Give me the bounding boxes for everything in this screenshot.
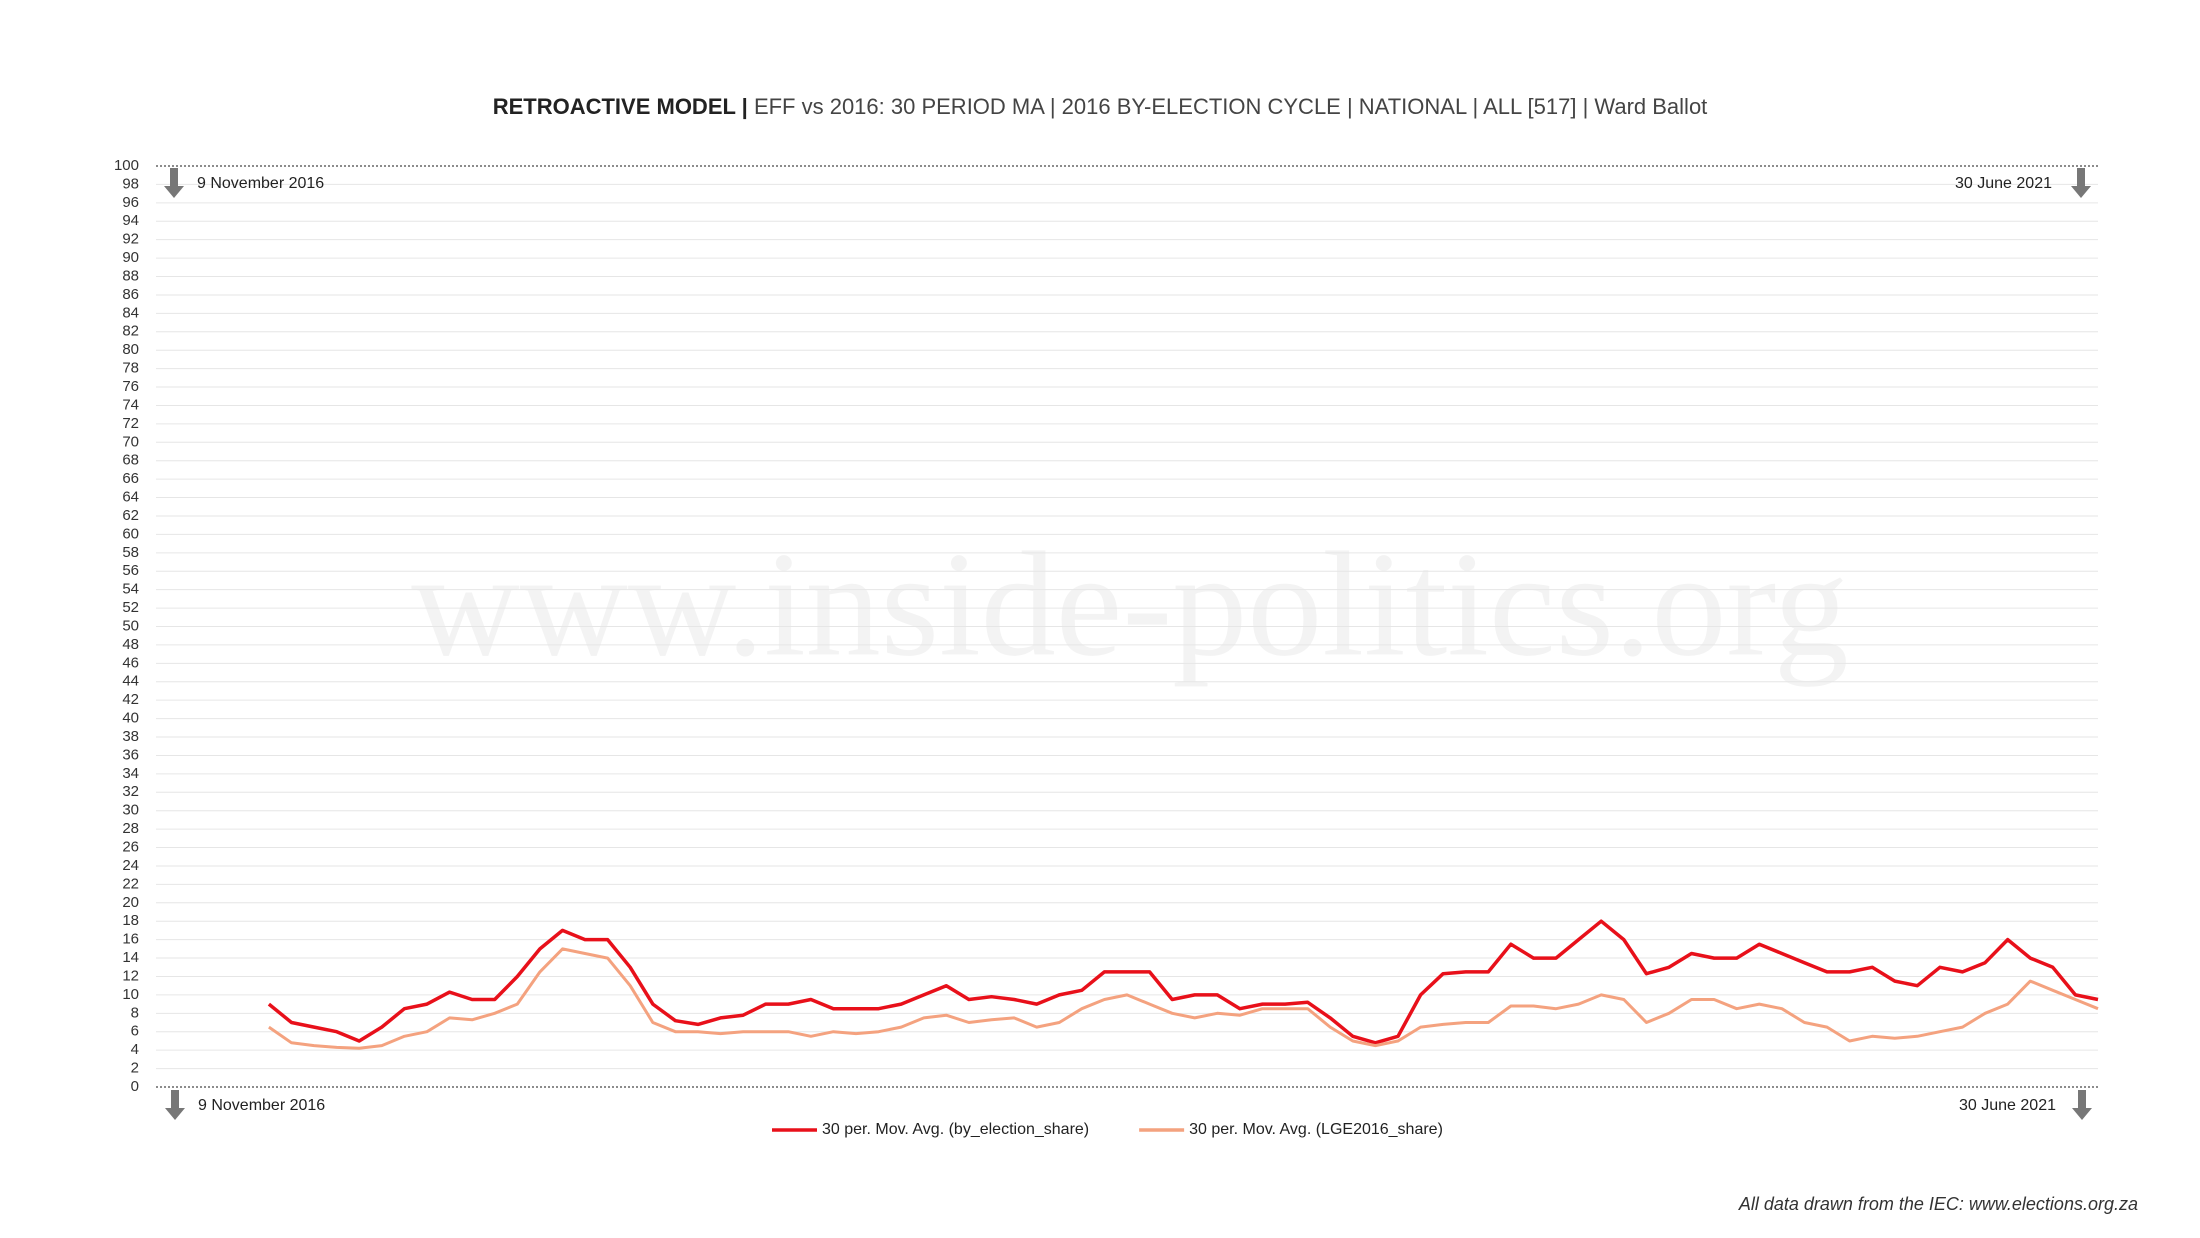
y-tick-label: 48	[122, 636, 139, 653]
y-tick-label: 96	[122, 194, 139, 211]
annotation: 30 June 2021	[1959, 1097, 2056, 1114]
chart-title: RETROACTIVE MODEL |	[493, 94, 748, 119]
y-tick-label: 36	[122, 746, 139, 763]
y-tick-label: 30	[122, 802, 139, 819]
y-tick-label: 34	[122, 765, 139, 782]
y-tick-label: 12	[122, 967, 139, 984]
series-line	[267, 919, 2099, 1045]
y-tick-label: 66	[122, 470, 139, 487]
y-tick-label: 90	[122, 249, 139, 266]
y-tick-label: 38	[122, 728, 139, 745]
y-tick-label: 64	[122, 489, 139, 506]
legend: 30 per. Mov. Avg. (by_election_share) 30 …	[772, 1121, 1443, 1138]
y-tick-label: 50	[122, 617, 139, 634]
y-tick-label: 52	[122, 599, 139, 616]
y-tick-label: 54	[122, 581, 139, 598]
y-tick-label: 0	[131, 1078, 139, 1095]
y-tick-label: 16	[122, 931, 139, 948]
chart-subtitle: EFF vs 2016: 30 PERIOD MA | 2016 BY-ELEC…	[754, 94, 1707, 119]
y-tick-label: 70	[122, 433, 139, 450]
y-tick-label: 98	[122, 175, 139, 192]
y-tick-label: 26	[122, 839, 139, 856]
series-line	[268, 947, 2099, 1050]
y-tick-label: 78	[122, 360, 139, 377]
y-tick-label: 32	[122, 783, 139, 800]
watermark: www.inside-politics.org	[411, 521, 1848, 687]
annotation: 9 November 2016	[197, 175, 324, 192]
legend-label: 30 per. Mov. Avg. (LGE2016_share)	[1189, 1121, 1443, 1138]
y-tick-label: 88	[122, 267, 139, 284]
y-tick-label: 72	[122, 415, 139, 432]
y-tick-label: 94	[122, 212, 139, 229]
y-tick-label: 24	[122, 857, 139, 874]
y-tick-label: 86	[122, 286, 139, 303]
grid: 0246810121416182022242628303234363840424…	[114, 157, 2098, 1095]
y-tick-label: 56	[122, 562, 139, 579]
y-tick-label: 84	[122, 304, 139, 321]
y-tick-label: 6	[131, 1023, 139, 1040]
y-tick-label: 42	[122, 691, 139, 708]
y-tick-label: 46	[122, 654, 139, 671]
arrow	[164, 168, 184, 198]
y-tick-label: 22	[122, 875, 139, 892]
y-tick-label: 4	[131, 1041, 139, 1058]
y-tick-label: 68	[122, 452, 139, 469]
y-tick-label: 82	[122, 323, 139, 340]
y-tick-label: 14	[122, 949, 139, 966]
y-tick-label: 10	[122, 986, 139, 1003]
y-tick-label: 18	[122, 912, 139, 929]
y-tick-label: 60	[122, 525, 139, 542]
arrow	[2072, 1090, 2092, 1120]
y-tick-label: 74	[122, 396, 139, 413]
y-tick-label: 62	[122, 507, 139, 524]
y-tick-label: 80	[122, 341, 139, 358]
y-tick-label: 28	[122, 820, 139, 837]
y-tick-label: 100	[114, 157, 139, 174]
legend-label: 30 per. Mov. Avg. (by_election_share)	[822, 1121, 1089, 1138]
arrow	[165, 1090, 185, 1120]
plot	[267, 919, 2099, 1050]
y-tick-label: 20	[122, 894, 139, 911]
y-tick-label: 8	[131, 1004, 139, 1021]
y-tick-label: 76	[122, 378, 139, 395]
annotation: 9 November 2016	[198, 1097, 325, 1114]
y-tick-label: 58	[122, 544, 139, 561]
y-tick-label: 40	[122, 710, 139, 727]
y-tick-label: 92	[122, 231, 139, 248]
arrow	[2071, 168, 2091, 198]
chart-heading: RETROACTIVE MODEL | EFF vs 2016: 30 PERI…	[493, 94, 1708, 119]
y-tick-label: 44	[122, 673, 139, 690]
footer: All data drawn from the IEC: www.electio…	[1738, 1194, 2138, 1214]
annotation: 30 June 2021	[1955, 175, 2052, 192]
y-tick-label: 2	[131, 1060, 139, 1077]
